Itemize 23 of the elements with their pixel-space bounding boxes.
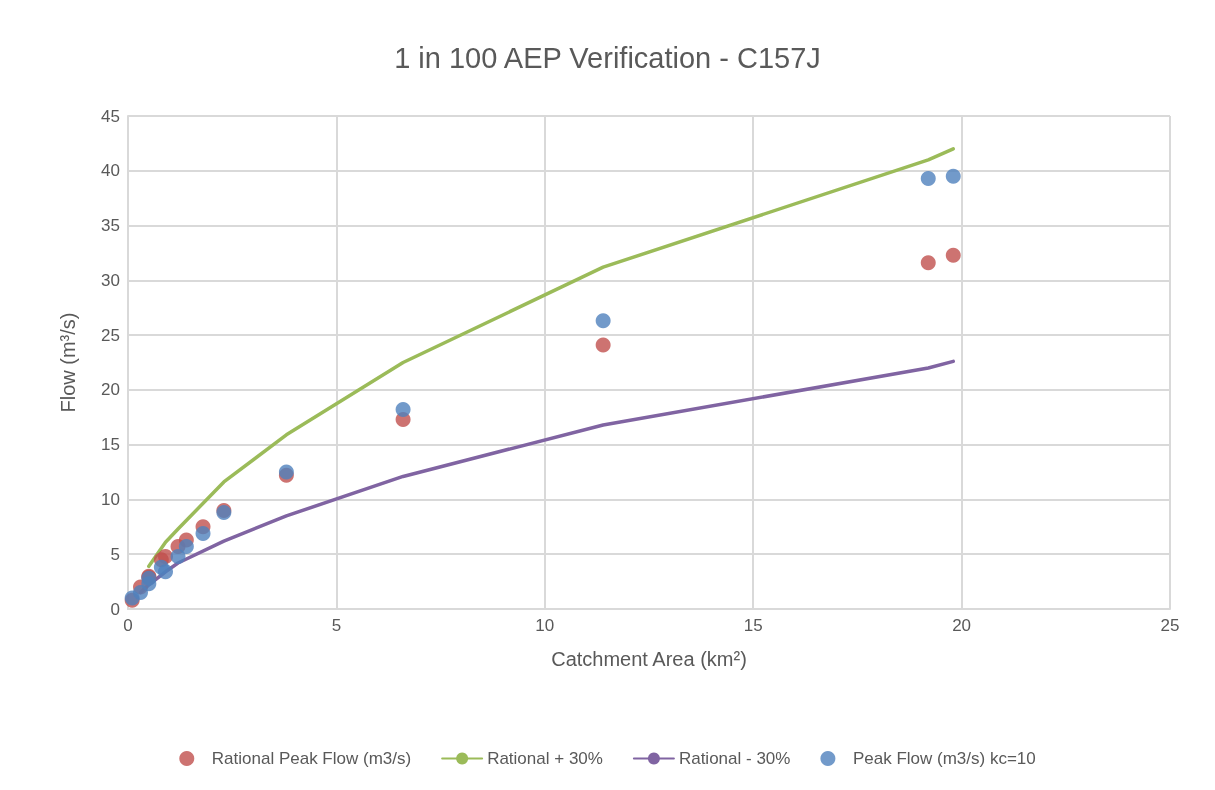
y-tick-label: 35 bbox=[101, 216, 120, 236]
y-tick-label: 40 bbox=[101, 161, 120, 181]
y-axis-title: Flow (m³/s) bbox=[57, 312, 79, 413]
legend-label: Rational Peak Flow (m3/s) bbox=[211, 749, 412, 768]
legend-label: Rational + 30% bbox=[487, 749, 603, 768]
y-tick-label: 15 bbox=[101, 435, 120, 455]
chart-title: 1 in 100 AEP Verification - C157J bbox=[394, 41, 821, 74]
x-tick-label: 25 bbox=[1160, 616, 1180, 635]
legend-label: Rational - 30% bbox=[678, 749, 791, 768]
y-tick-label: 20 bbox=[101, 380, 120, 400]
y-tick-label: 10 bbox=[101, 489, 120, 509]
x-tick-label: 10 bbox=[535, 616, 555, 635]
y-tick-label: 30 bbox=[101, 270, 120, 290]
y-tick-label: 45 bbox=[101, 106, 120, 126]
y-tick-label: 0 bbox=[110, 599, 120, 619]
x-tick-label: 0 bbox=[123, 616, 133, 635]
legend-label: Peak Flow (m3/s) kc=10 bbox=[852, 749, 1036, 768]
x-axis-title: Catchment Area (km²) bbox=[551, 648, 747, 670]
y-tick-label: 25 bbox=[101, 325, 120, 345]
x-tick-label: 15 bbox=[743, 616, 763, 635]
x-tick-label: 5 bbox=[331, 616, 342, 635]
x-tick-label: 20 bbox=[952, 616, 972, 635]
y-tick-label: 5 bbox=[110, 544, 120, 564]
